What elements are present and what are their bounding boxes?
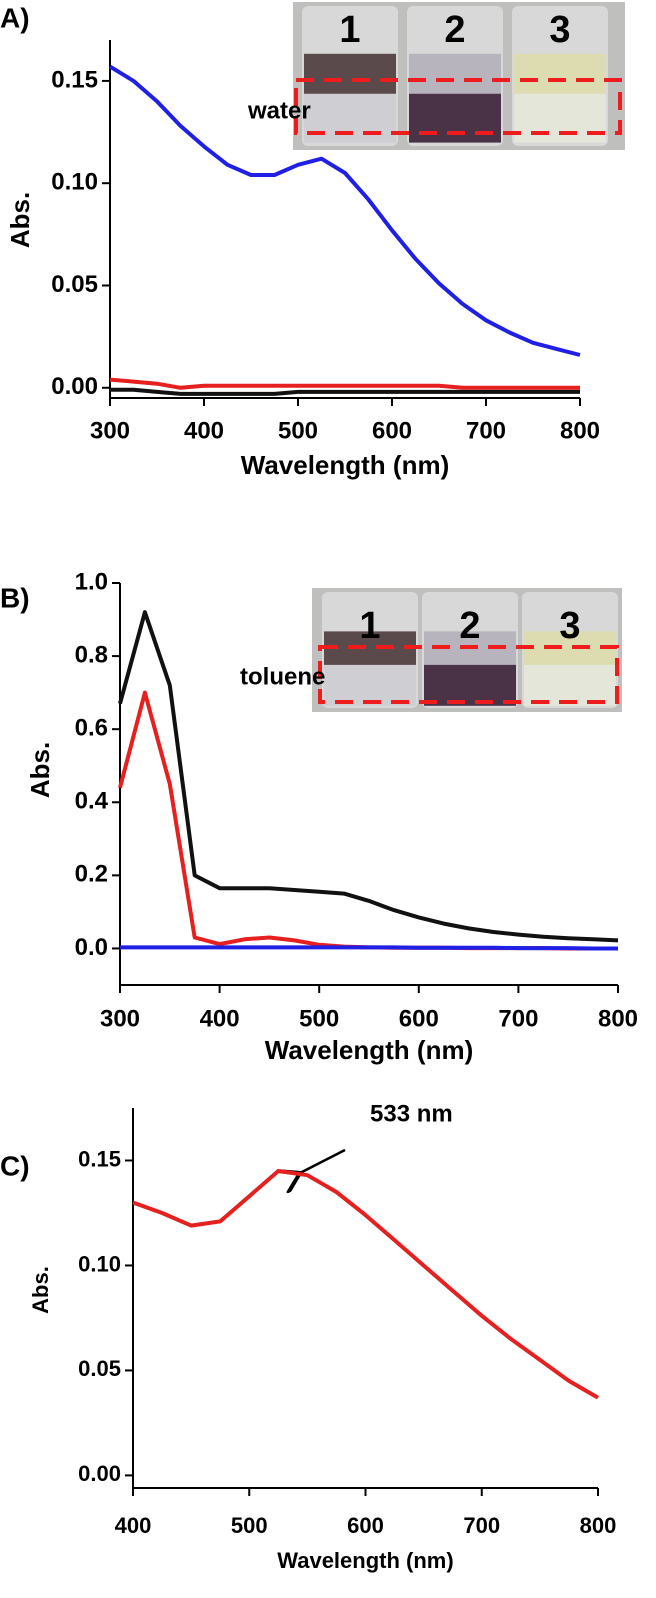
x-tick-label: 400: [200, 1005, 240, 1032]
x-tick-label: 700: [498, 1005, 538, 1032]
y-tick-label: 0.05: [51, 271, 98, 298]
x-tick-label: 500: [278, 417, 318, 444]
vial-top: [409, 53, 501, 99]
highlight-box: [294, 78, 622, 135]
vial-top: [424, 631, 516, 669]
x-tick-label: 800: [580, 1513, 617, 1538]
vial-top: [304, 53, 396, 99]
y-tick-label: 0.0: [75, 934, 108, 961]
x-tick-label: 700: [463, 1513, 500, 1538]
y-tick-label: 0.8: [75, 641, 108, 668]
inset-label: 2: [459, 605, 480, 647]
series-line: [110, 387, 580, 396]
vial-top: [324, 631, 416, 669]
x-tick-label: 800: [560, 417, 600, 444]
series-line: [118, 610, 619, 943]
series-line: [132, 1169, 599, 1400]
y-tick-label: 0.4: [75, 788, 109, 815]
y-axis-label: Abs.: [28, 1266, 53, 1314]
series-line: [118, 690, 618, 951]
x-tick-label: 300: [90, 417, 130, 444]
vial-bottom: [514, 93, 606, 143]
panel-label: C): [0, 1150, 30, 1181]
x-tick-label: 500: [231, 1513, 268, 1538]
series-line: [120, 945, 618, 951]
x-tick-label: 700: [466, 417, 506, 444]
vial-bottom: [424, 664, 516, 706]
x-tick-label: 600: [347, 1513, 384, 1538]
vial-top: [524, 631, 616, 669]
x-tick-label: 300: [100, 1005, 140, 1032]
x-axis-label: Wavelength (nm): [241, 450, 449, 480]
vial-top: [514, 53, 606, 99]
annotation: toluene: [240, 663, 325, 690]
x-tick-label: 800: [598, 1005, 638, 1032]
y-axis-label: Abs.: [5, 192, 35, 248]
inset-label: 1: [339, 9, 360, 51]
y-tick-label: 0.15: [51, 66, 98, 93]
panel-label: A): [0, 2, 30, 33]
series-line: [108, 64, 581, 357]
vial-bottom: [324, 664, 416, 706]
annotation: 533 nm: [370, 1100, 453, 1127]
y-tick-label: 0.6: [75, 715, 108, 742]
series-line: [109, 377, 580, 390]
inset-label: 3: [549, 9, 570, 51]
x-tick-label: 600: [372, 417, 412, 444]
y-axis-label: Abs.: [25, 742, 55, 798]
annotation-arrow: [300, 1148, 346, 1173]
x-axis-label: Wavelength (nm): [265, 1035, 473, 1065]
y-tick-label: 0.10: [51, 169, 98, 196]
y-tick-label: 0.2: [75, 861, 108, 888]
vial-bottom: [524, 664, 616, 706]
y-tick-label: 0.10: [78, 1251, 121, 1276]
x-tick-label: 400: [184, 417, 224, 444]
y-tick-label: 1.0: [75, 568, 108, 595]
y-tick-label: 0.05: [78, 1356, 121, 1381]
highlight-box: [318, 645, 619, 704]
inset-label: 2: [444, 9, 465, 51]
x-tick-label: 400: [115, 1513, 152, 1538]
y-tick-label: 0.15: [78, 1146, 121, 1171]
x-axis-label: Wavelength (nm): [277, 1548, 453, 1573]
inset-label: 3: [559, 605, 580, 647]
y-tick-label: 0.00: [78, 1461, 121, 1486]
inset-label: 1: [359, 605, 380, 647]
x-tick-label: 500: [299, 1005, 339, 1032]
vial-bottom: [409, 93, 501, 143]
vial-bottom: [304, 93, 396, 143]
annotation: water: [247, 97, 311, 124]
x-tick-label: 600: [399, 1005, 439, 1032]
panel-label: B): [0, 582, 30, 613]
y-tick-label: 0.00: [51, 373, 98, 400]
